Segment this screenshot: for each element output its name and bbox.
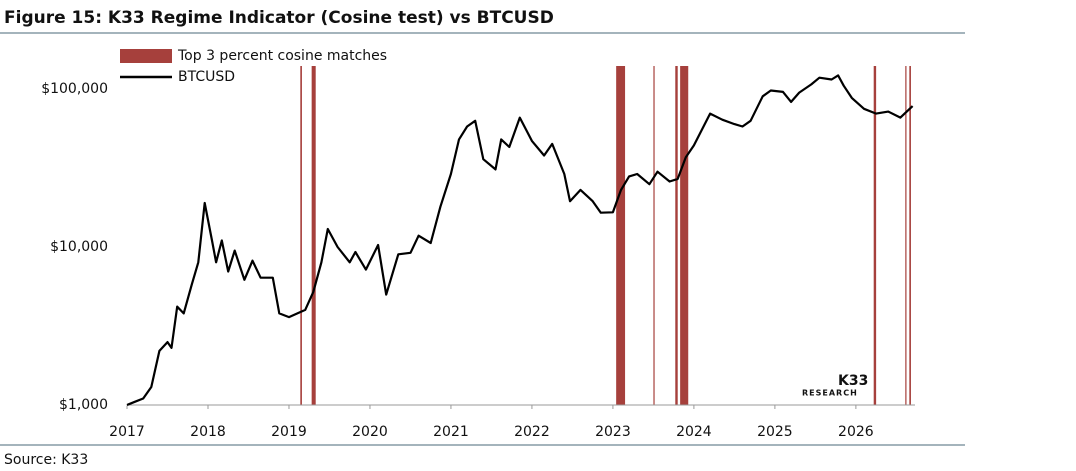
x-tick-label: 2024	[676, 424, 712, 440]
watermark-subtitle: RESEARCH	[802, 389, 858, 398]
x-tick-label: 2018	[190, 424, 226, 440]
x-tick-label: 2020	[352, 424, 388, 440]
x-tick-label: 2023	[595, 424, 631, 440]
legend-label: Top 3 percent cosine matches	[177, 48, 387, 64]
match-band	[616, 66, 626, 405]
y-tick-label: $1,000	[59, 397, 108, 413]
match-band	[905, 66, 907, 405]
x-tick-label: 2019	[271, 424, 307, 440]
x-tick-label: 2025	[757, 424, 793, 440]
price-line	[126, 74, 914, 407]
x-tick-label: 2021	[433, 424, 469, 440]
match-band	[680, 66, 689, 405]
watermark-name: K33	[838, 373, 868, 389]
x-tick-label: 2022	[514, 424, 550, 440]
match-band	[909, 66, 911, 405]
y-tick-label: $10,000	[50, 239, 108, 255]
y-tick-label: $100,000	[41, 81, 108, 97]
x-tick-label: 2026	[838, 424, 874, 440]
legend-label: BTCUSD	[178, 69, 235, 85]
source: Source: K33	[4, 452, 88, 468]
legend-swatch	[120, 49, 172, 63]
chart-title: Figure 15: K33 Regime Indicator (Cosine …	[4, 8, 554, 28]
watermark: K33 RESEARCH	[802, 373, 868, 398]
match-band	[311, 66, 316, 405]
x-tick-label: 2017	[109, 424, 145, 440]
match-band	[675, 66, 678, 405]
match-band	[873, 66, 877, 405]
match-band	[653, 66, 655, 405]
match-band	[300, 66, 302, 405]
